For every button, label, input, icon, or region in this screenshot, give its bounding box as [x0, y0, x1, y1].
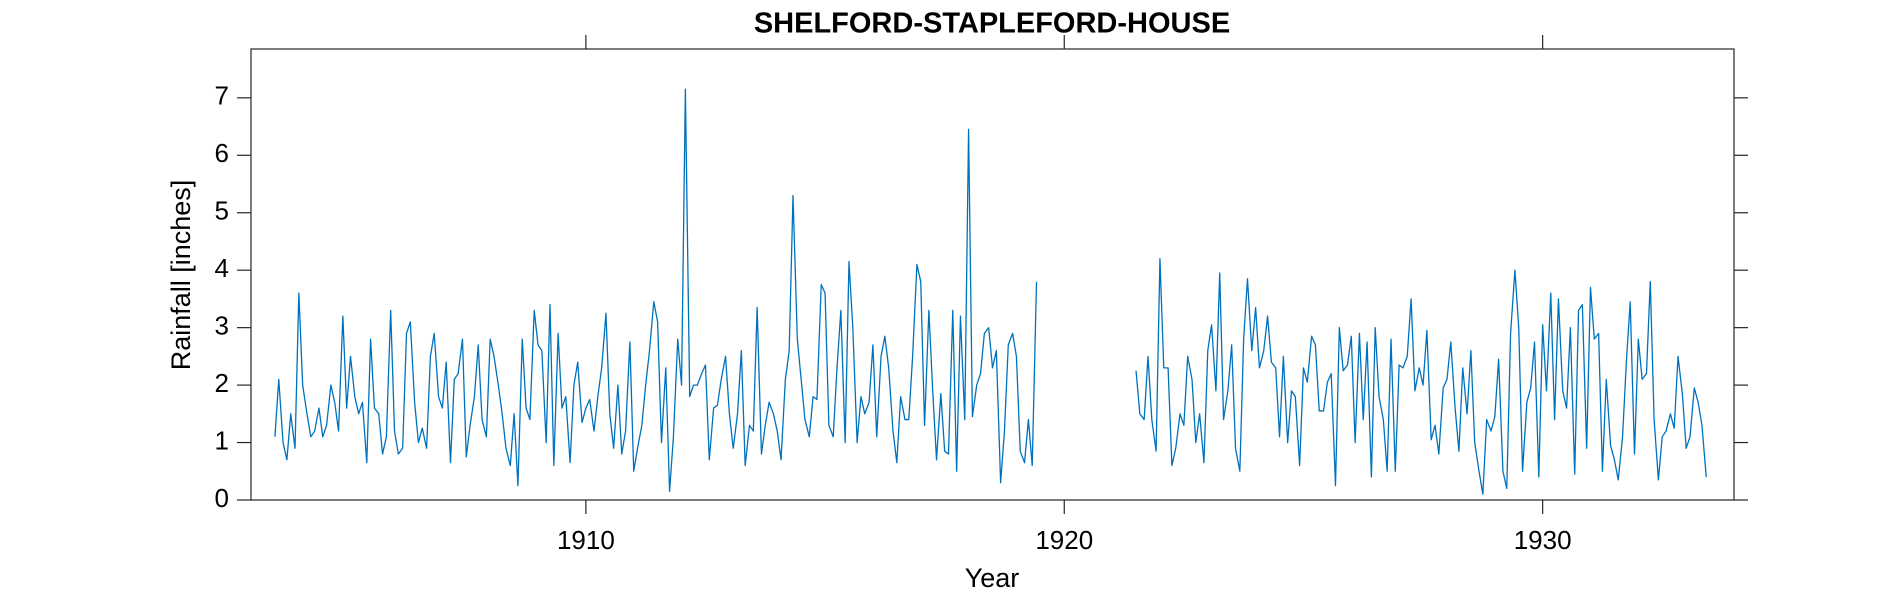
plot-area: [250, 48, 1735, 501]
rainfall-line: [274, 88, 1707, 495]
x-tick-label: 1920: [1035, 525, 1093, 555]
y-tick-label: 7: [215, 81, 229, 111]
y-tick-label: 1: [215, 425, 229, 455]
y-tick-label: 4: [215, 253, 229, 283]
x-axis-label: Year: [965, 563, 1020, 591]
x-tick-label: 1930: [1514, 525, 1572, 555]
y-axis-label: Rainfall [inches]: [166, 180, 196, 371]
y-tick-label: 3: [215, 311, 229, 341]
y-tick-label: 6: [215, 138, 229, 168]
y-tick-label: 0: [215, 483, 229, 513]
chart-title: SHELFORD-STAPLEFORD-HOUSE: [754, 8, 1230, 40]
y-tick-label: 2: [215, 368, 229, 398]
x-tick-label: 1910: [557, 525, 615, 555]
y-tick-label: 5: [215, 196, 229, 226]
